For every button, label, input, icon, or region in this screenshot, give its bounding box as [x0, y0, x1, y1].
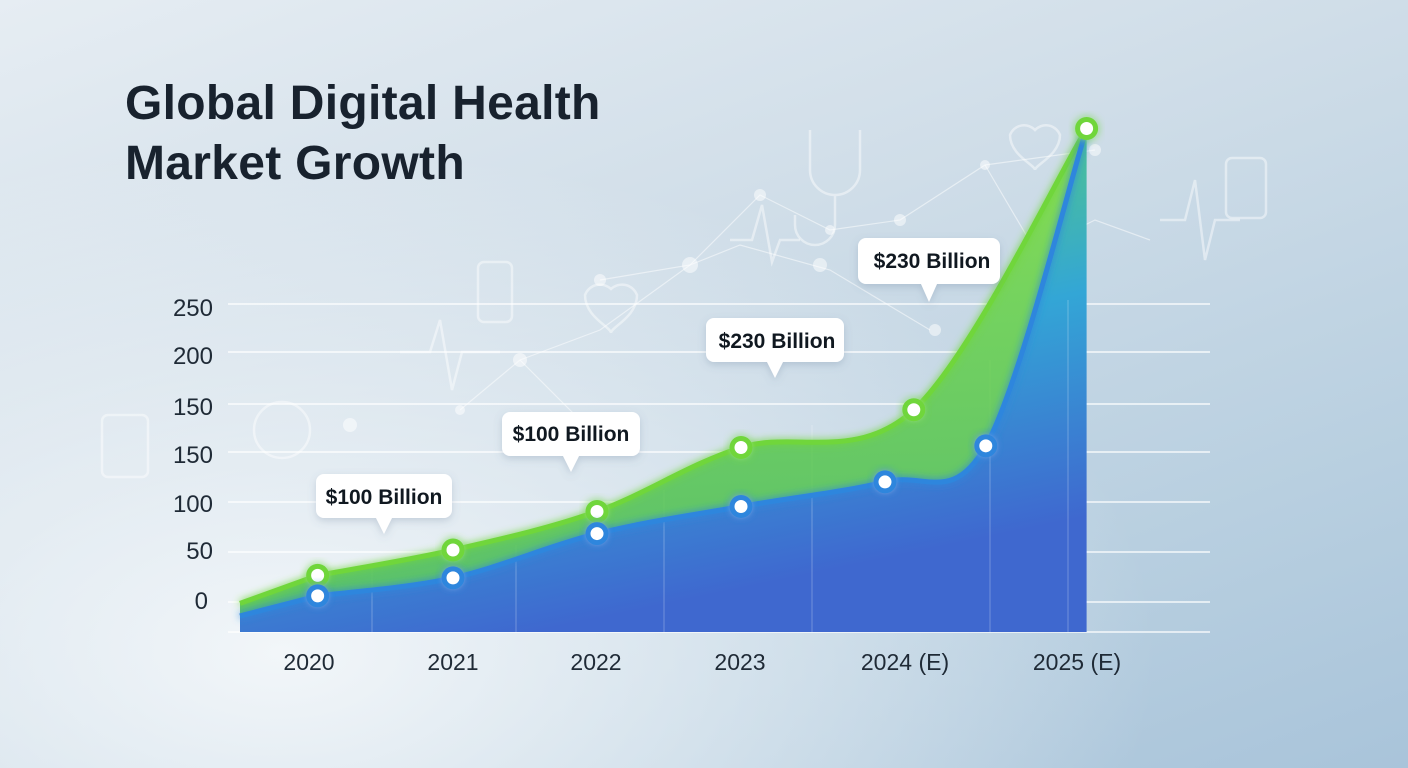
chart-title-line-2: Market Growth — [125, 137, 465, 190]
callout-box — [858, 238, 1000, 302]
callout-box — [706, 318, 844, 378]
y-tick-label: 150 — [173, 442, 213, 469]
background-decoration — [100, 124, 1268, 479]
y-tick-label: 150 — [173, 394, 213, 421]
y-tick-label: 50 — [186, 538, 213, 565]
shield-icon — [252, 400, 312, 460]
x-tick-label: 2024 (E) — [861, 649, 949, 675]
callout — [316, 474, 452, 534]
x-tick-label: 2023 — [714, 649, 765, 675]
blue-data-point — [585, 522, 609, 546]
heartbeat-icon — [730, 204, 800, 267]
chart-title-line-1: Global Digital Health — [125, 77, 601, 130]
heart-icon — [583, 283, 639, 334]
callout-label: $100 Billion — [326, 486, 443, 509]
blue-data-point — [441, 566, 465, 590]
y-tick-label: 0 — [195, 588, 208, 615]
heart-icon — [1008, 124, 1062, 171]
chart-title: Global Digital Health Market Growth — [125, 74, 765, 194]
document-icon — [100, 413, 150, 479]
callout-label: $230 Billion — [719, 330, 836, 353]
phone-icon — [476, 260, 514, 324]
blue-data-point — [729, 495, 753, 519]
x-axis: 2020 2021 2022 2023 2024 (E) 2025 (E) — [283, 649, 1121, 675]
heartbeat-icon — [400, 319, 500, 391]
green-data-point — [729, 435, 753, 459]
blue-data-point — [306, 584, 330, 608]
markers — [306, 117, 1099, 608]
green-data-point — [441, 538, 465, 562]
y-axis: 250 200 150 150 100 50 0 — [173, 295, 213, 615]
x-tick-label: 2022 — [570, 649, 621, 675]
tablet-icon — [1224, 156, 1268, 220]
heartbeat-icon — [1160, 179, 1240, 261]
callout-label: $100 Billion — [513, 423, 630, 446]
blue-data-point — [873, 470, 897, 494]
callout — [858, 238, 1000, 302]
y-tick-label: 200 — [173, 343, 213, 370]
green-data-point — [902, 398, 926, 422]
series-layer — [239, 117, 1099, 632]
callout — [502, 412, 640, 472]
green-data-point — [306, 563, 330, 587]
x-tick-label: 2025 (E) — [1033, 649, 1121, 675]
callout-label: $230 Billion — [874, 250, 991, 273]
network-dots — [343, 144, 1101, 432]
x-tick-label: 2020 — [283, 649, 334, 675]
green-data-point — [585, 499, 609, 523]
callout-box — [316, 474, 452, 534]
y-tick-label: 100 — [173, 491, 213, 518]
stethoscope-icon — [793, 130, 862, 247]
area-fill — [240, 128, 1087, 632]
callout-box — [502, 412, 640, 472]
blue-data-point — [974, 434, 998, 458]
callout — [706, 318, 844, 378]
x-tick-label: 2021 — [427, 649, 478, 675]
y-tick-label: 250 — [173, 295, 213, 322]
green-data-point — [1075, 117, 1099, 140]
